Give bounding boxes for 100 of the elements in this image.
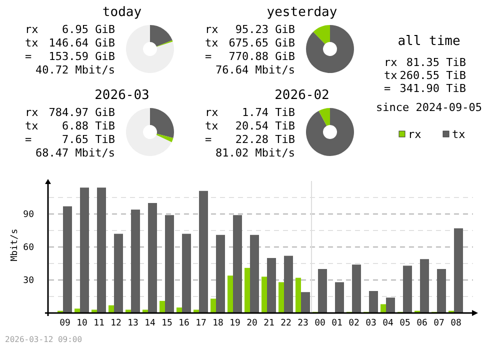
text: rx [25, 23, 39, 36]
x-tick-label: 05 [400, 318, 410, 328]
text: 146.64 GiB [48, 36, 116, 50]
text: tx [25, 120, 39, 132]
text: rx [205, 23, 219, 36]
text: 40.72 Mbit/s [36, 64, 115, 76]
x-tick-label: 13 [128, 318, 138, 328]
text: 76.64 Mbit/s [216, 64, 295, 76]
text: 153.59 GiB [48, 50, 116, 63]
bar [97, 188, 106, 313]
x-tick-label: 06 [416, 318, 428, 328]
x-tick-label: 19 [230, 318, 240, 328]
text: 6.88 TiB [62, 120, 116, 132]
text: = [25, 50, 32, 63]
bar [148, 203, 157, 313]
text: 20.54 TiB [235, 120, 296, 132]
bar [352, 264, 361, 313]
text: tx [384, 69, 398, 82]
bar [301, 292, 310, 313]
x-tick-label: 10 [76, 318, 88, 328]
donut-slice [313, 25, 330, 44]
bar [369, 291, 378, 313]
x-tick-label: 02 [348, 318, 360, 328]
chart-title: today [102, 5, 142, 20]
donut-slice [150, 25, 172, 46]
text: = [384, 82, 391, 95]
y-tick-label: 60 [23, 243, 34, 253]
text: tx [205, 36, 219, 50]
text: 770.88 GiB [228, 50, 296, 63]
bar [403, 266, 412, 313]
text: = [25, 133, 32, 146]
bar [176, 308, 182, 313]
bar [194, 310, 199, 313]
x-tick-label: 00 [314, 318, 326, 328]
bar [296, 278, 301, 313]
y-tick-label: 30 [23, 276, 34, 286]
bar [267, 258, 276, 313]
text: 68.47 Mbit/s [36, 146, 115, 160]
bar [437, 269, 446, 313]
bar [454, 228, 463, 313]
bar [63, 206, 72, 313]
x-tick-label: 18 [212, 318, 224, 328]
x-tick-label: 16 [178, 318, 190, 328]
text: all time [398, 34, 460, 49]
text: tx [25, 36, 39, 50]
x-tick-label: 21 [264, 318, 274, 328]
x-tick-label: 22 [280, 318, 292, 328]
bar [318, 269, 327, 313]
bar [165, 215, 174, 313]
bar [386, 298, 395, 313]
x-tick-label: 09 [60, 318, 70, 328]
x-tick-label: 17 [196, 318, 206, 328]
text: 2026-03-12 09:00 [5, 335, 82, 344]
bar [142, 310, 148, 313]
donut-slice [126, 108, 172, 156]
x-tick-label: 03 [366, 318, 376, 328]
text: 81.02 Mbit/s [216, 146, 295, 160]
text: 6.95 GiB [62, 23, 116, 36]
chart-title: 2026-03 [94, 88, 150, 103]
text: rx [205, 106, 219, 119]
text: 22.28 TiB [235, 133, 296, 146]
bar [335, 282, 344, 313]
bar [131, 210, 140, 313]
bar [284, 256, 293, 313]
text: 675.65 GiB [228, 36, 296, 50]
text: 95.23 GiB [235, 23, 296, 36]
text: 7.65 TiB [62, 133, 116, 146]
donut-slice [156, 134, 174, 142]
text: = [205, 133, 212, 146]
bar [74, 308, 80, 313]
donut-slice [150, 108, 174, 138]
donut-slice [306, 108, 354, 156]
chart-title: 2026-02 [274, 88, 330, 103]
text: 260.55 TiB [400, 69, 466, 82]
text: = [205, 50, 212, 63]
bar [80, 188, 89, 313]
bar [262, 276, 267, 313]
text: 81.35 TiB [406, 56, 466, 69]
bar [108, 305, 114, 313]
bar [244, 268, 250, 313]
bar [210, 298, 216, 313]
legend-label: tx [452, 128, 466, 141]
text: 1.74 TiB [242, 106, 296, 119]
donut-slice [318, 108, 330, 126]
x-tick-label: 15 [162, 318, 172, 328]
bar [278, 282, 284, 313]
bar [250, 234, 259, 313]
y-tick-label: 90 [23, 210, 34, 220]
text: rx [25, 106, 39, 119]
text: since 2024-09-05 [376, 101, 482, 114]
bar [199, 190, 208, 313]
bar [92, 310, 97, 313]
bar [160, 300, 165, 313]
x-tick-label: 04 [382, 318, 394, 328]
x-tick-label: 01 [332, 318, 342, 328]
legend-label: rx [408, 128, 422, 141]
bar [380, 304, 386, 313]
x-tick-label: 20 [246, 318, 258, 328]
bar [114, 234, 123, 313]
donut-slice [156, 40, 173, 47]
